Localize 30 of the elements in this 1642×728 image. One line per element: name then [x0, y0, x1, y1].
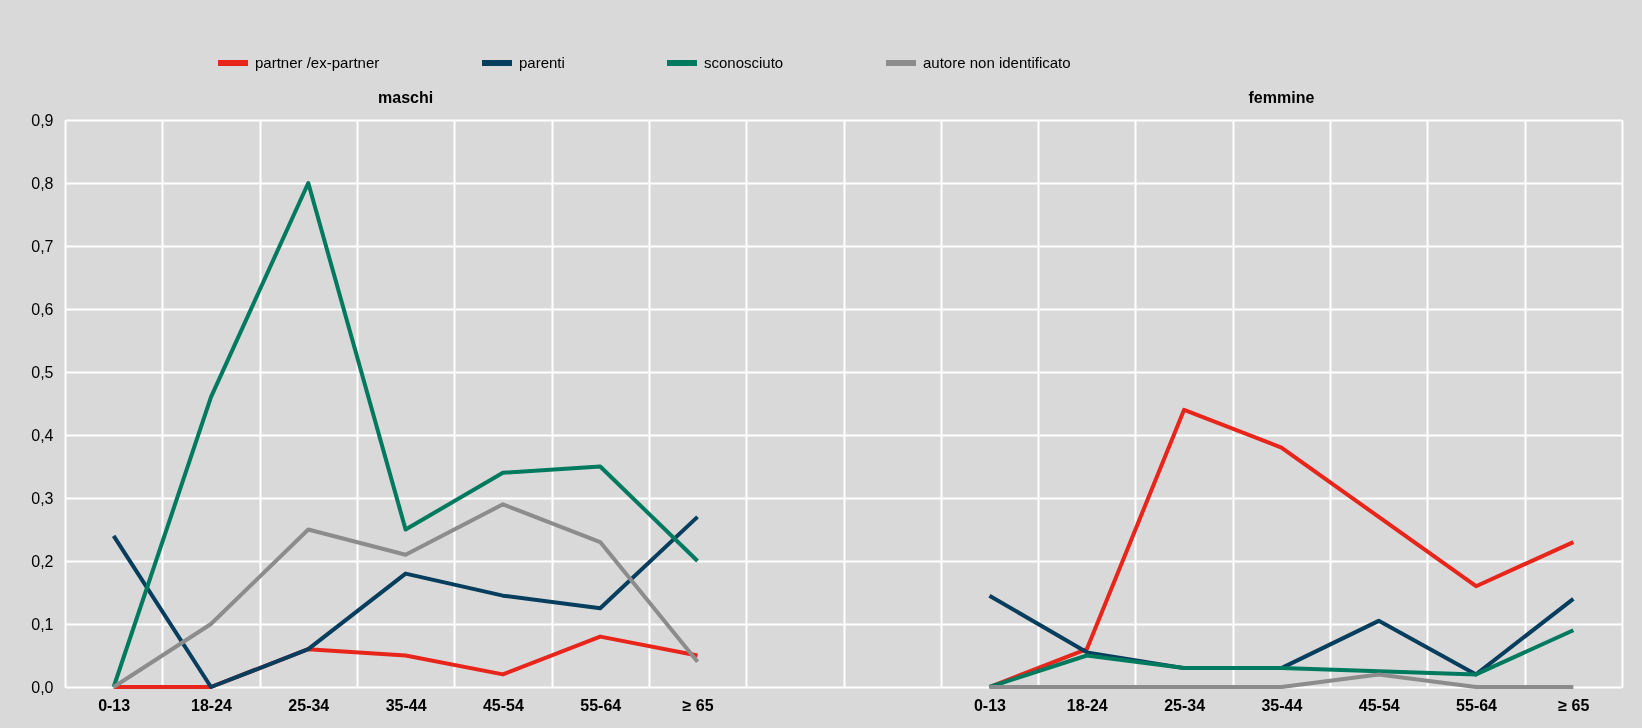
y-tick-label: 0,8	[31, 174, 54, 192]
x-tick-label: 25-34	[288, 696, 330, 714]
y-tick-label: 0,3	[31, 489, 54, 507]
y-tick-label: 0,4	[31, 426, 54, 444]
y-tick-label: 0,9	[31, 111, 54, 129]
x-tick-label: 55-64	[1456, 696, 1498, 714]
x-tick-label: 0-13	[973, 696, 1007, 714]
legend-label: autore non identificato	[923, 54, 1071, 71]
y-tick-label: 0,6	[31, 300, 54, 318]
x-tick-label: 45-54	[1358, 696, 1400, 714]
legend-label: sconosciuto	[704, 54, 784, 71]
x-tick-label: 25-34	[1164, 696, 1206, 714]
y-tick-label: 0,1	[31, 615, 54, 633]
x-tick-label: ≥ 65	[682, 696, 714, 714]
x-tick-label: 35-44	[385, 696, 427, 714]
x-tick-label: ≥ 65	[1558, 696, 1590, 714]
x-tick-label: 0-13	[98, 696, 131, 714]
legend-label: partner /ex-partner	[255, 54, 380, 71]
x-tick-label: 45-54	[482, 696, 524, 714]
x-tick-label: 55-64	[580, 696, 622, 714]
text: maschi	[378, 89, 434, 106]
y-tick-label: 0,2	[31, 552, 54, 570]
text: femmine	[1248, 89, 1315, 106]
x-tick-label: 18-24	[1066, 696, 1108, 714]
x-tick-label: 18-24	[191, 696, 233, 714]
legend-label: parenti	[519, 54, 565, 71]
x-tick-label: 35-44	[1261, 696, 1303, 714]
y-tick-label: 0,0	[31, 678, 54, 696]
y-tick-label: 0,5	[31, 363, 54, 381]
y-tick-label: 0,7	[31, 237, 54, 255]
